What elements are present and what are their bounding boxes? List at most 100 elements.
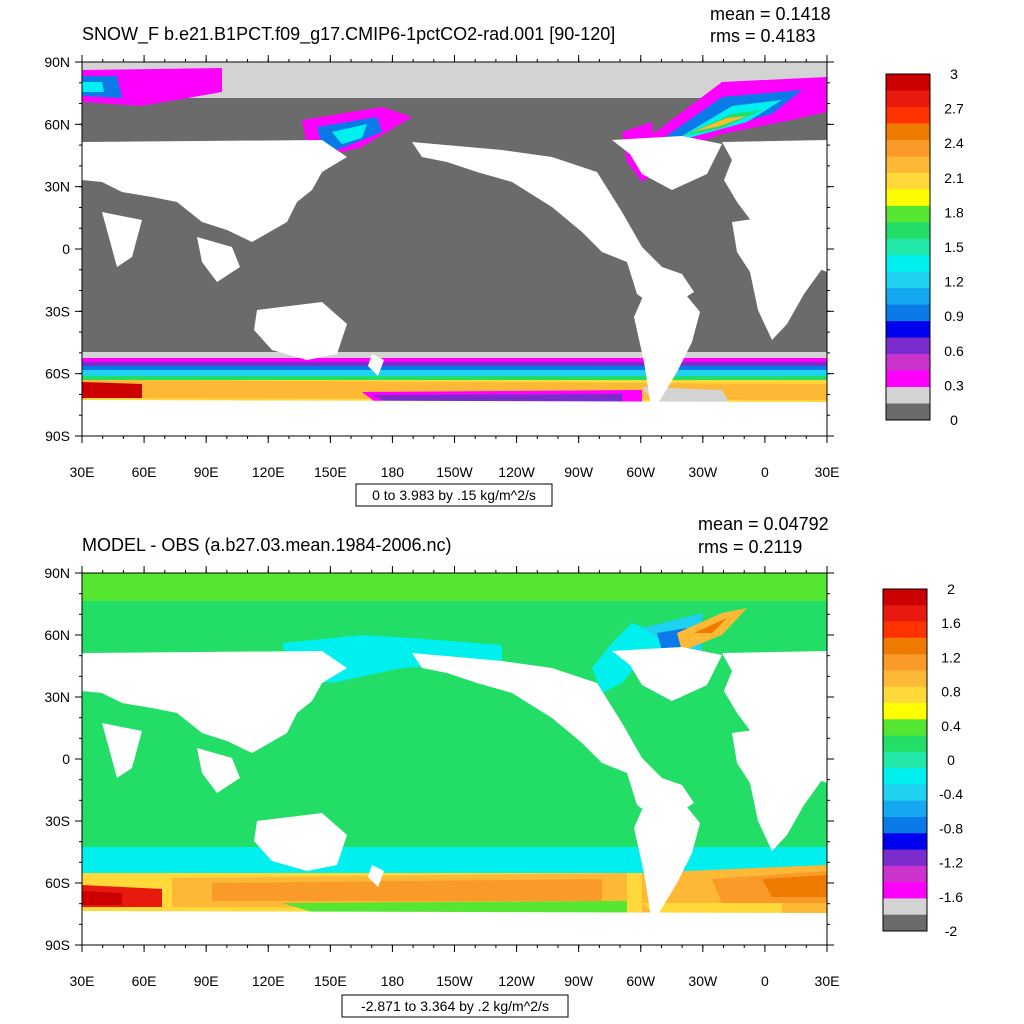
lon-label: 120E bbox=[252, 973, 285, 989]
top-colorbar: 3 2.7 2.4 2.1 1.8 1.5 1.2 0.9 0.6 0.3 0 bbox=[885, 66, 964, 428]
lat-label: 30N bbox=[44, 689, 70, 705]
colorbar-label: -1.6 bbox=[939, 889, 963, 905]
lon-label: 60E bbox=[132, 973, 157, 989]
lon-label: 30E bbox=[815, 464, 840, 480]
lat-label: 0 bbox=[62, 751, 70, 767]
colorbar-swatch bbox=[883, 784, 927, 802]
lon-label: 150E bbox=[314, 464, 347, 480]
top-lat-labels: 90N 60N 30N 0 30S 60S 90S bbox=[44, 54, 70, 444]
colorbar-swatch bbox=[886, 90, 930, 108]
colorbar-swatch bbox=[883, 735, 927, 753]
colorbar-swatch bbox=[883, 833, 927, 851]
lon-label: 150W bbox=[436, 464, 473, 480]
lat-label: 60N bbox=[44, 116, 70, 132]
colorbar-swatch bbox=[886, 387, 930, 405]
colorbar-label: 1.2 bbox=[941, 649, 961, 665]
top-lon-labels: 30E 60E 90E 120E 150E 180 150W 120W 90W 60W 30W 0 30… bbox=[70, 464, 840, 480]
lon-label: 180 bbox=[381, 973, 405, 989]
bottom-map bbox=[82, 573, 827, 945]
lon-label: 150W bbox=[436, 973, 473, 989]
colorbar-swatch bbox=[886, 238, 930, 256]
colorbar-swatch bbox=[883, 589, 927, 606]
top-rms-stat: rms = 0.4183 bbox=[710, 26, 816, 46]
colorbar-swatch bbox=[883, 621, 927, 639]
lon-label: 0 bbox=[761, 464, 769, 480]
colorbar-frame bbox=[882, 588, 928, 932]
colorbar-swatch bbox=[886, 139, 930, 157]
bottom-mean-stat: mean = 0.04792 bbox=[698, 514, 829, 534]
bottom-colorbar: 2 1.6 1.2 0.8 0.4 0 -0.4 -0.8 -1.2 -1.6 -2 bbox=[882, 581, 963, 939]
lon-label: 120W bbox=[498, 973, 535, 989]
lon-label: 30E bbox=[70, 464, 95, 480]
bottom-rms-stat: rms = 0.2119 bbox=[698, 537, 802, 557]
lon-label: 120E bbox=[252, 464, 285, 480]
bottom-lat-labels: 90N 60N 30N 0 30S 60S 90S bbox=[44, 565, 70, 953]
colorbar-label: 1.8 bbox=[944, 204, 964, 220]
colorbar-label: 2.7 bbox=[944, 101, 964, 117]
colorbar-swatch bbox=[886, 106, 930, 124]
colorbar-swatch bbox=[886, 337, 930, 355]
lat-label: 90S bbox=[45, 937, 70, 953]
colorbar-label: 1.2 bbox=[944, 274, 964, 290]
colorbar-label: 0 bbox=[950, 412, 958, 428]
colorbar-frame bbox=[885, 73, 931, 421]
lat-label: 30S bbox=[45, 813, 70, 829]
lat-label: 60N bbox=[44, 627, 70, 643]
colorbar-label: -0.8 bbox=[939, 820, 963, 836]
colorbar-label: 3 bbox=[950, 66, 958, 82]
lon-label: 60W bbox=[626, 464, 656, 480]
lat-label: 60S bbox=[45, 366, 70, 382]
colorbar-swatch bbox=[886, 321, 930, 339]
lon-label: 150E bbox=[314, 973, 347, 989]
colorbar-swatch bbox=[883, 898, 927, 916]
colorbar-swatch bbox=[886, 156, 930, 174]
lon-label: 30E bbox=[815, 973, 840, 989]
colorbar-swatch bbox=[883, 800, 927, 818]
colorbar-swatch bbox=[886, 370, 930, 388]
top-ticks bbox=[75, 55, 834, 443]
colorbar-label: 1.5 bbox=[944, 239, 964, 255]
bottom-ticks bbox=[75, 566, 834, 952]
lon-label: 30E bbox=[70, 973, 95, 989]
colorbar-swatch bbox=[886, 189, 930, 207]
top-range-label: 0 to 3.983 by .15 kg/m^2/s bbox=[372, 487, 536, 503]
colorbar-label: 1.6 bbox=[941, 615, 961, 631]
top-range-box bbox=[355, 483, 553, 507]
colorbar-swatch bbox=[883, 605, 927, 623]
colorbar-swatch bbox=[883, 751, 927, 769]
colorbar-swatch bbox=[883, 670, 927, 688]
lat-label: 90N bbox=[44, 565, 70, 581]
lat-label: 30S bbox=[45, 303, 70, 319]
lat-label: 30N bbox=[44, 179, 70, 195]
colorbar-label: 0.8 bbox=[941, 684, 961, 700]
lon-label: 90E bbox=[194, 973, 219, 989]
colorbar-swatch bbox=[883, 686, 927, 704]
colorbar-label: 0.3 bbox=[944, 377, 964, 393]
colorbar-label: -1.2 bbox=[939, 855, 963, 871]
lon-label: 120W bbox=[498, 464, 535, 480]
colorbar-swatch bbox=[883, 817, 927, 834]
colorbar-label: -0.4 bbox=[939, 786, 963, 802]
top-map bbox=[82, 62, 827, 436]
colorbar-swatch bbox=[883, 849, 927, 867]
colorbar-swatch bbox=[886, 205, 930, 223]
bottom-range-label: -2.871 to 3.364 by .2 kg/m^2/s bbox=[361, 998, 549, 1014]
colorbar-swatch bbox=[886, 172, 930, 190]
colorbar-swatch bbox=[883, 719, 927, 737]
colorbar-swatch bbox=[886, 123, 930, 141]
colorbar-label: 0.4 bbox=[941, 718, 961, 734]
colorbar-label: 0.9 bbox=[944, 308, 964, 324]
bottom-range-box bbox=[341, 994, 569, 1018]
lat-label: 60S bbox=[45, 875, 70, 891]
colorbar-swatch bbox=[883, 865, 927, 883]
colorbar-label: 0.6 bbox=[944, 343, 964, 359]
bottom-panel: MODEL - OBS (a.b27.03.mean.1984-2006.nc)… bbox=[44, 514, 963, 1018]
lon-label: 0 bbox=[761, 973, 769, 989]
bottom-lon-labels: 30E 60E 90E 120E 150E 180 150W 120W 90W 60W 30W 0 30… bbox=[70, 973, 840, 989]
top-panel: SNOW_F b.e21.B1PCT.f09_g17.CMIP6-1pctCO2… bbox=[44, 4, 964, 507]
colorbar-swatch bbox=[886, 403, 930, 421]
lon-label: 60E bbox=[132, 464, 157, 480]
colorbar-swatch bbox=[886, 354, 930, 372]
lon-label: 180 bbox=[381, 464, 405, 480]
lat-label: 0 bbox=[62, 241, 70, 257]
